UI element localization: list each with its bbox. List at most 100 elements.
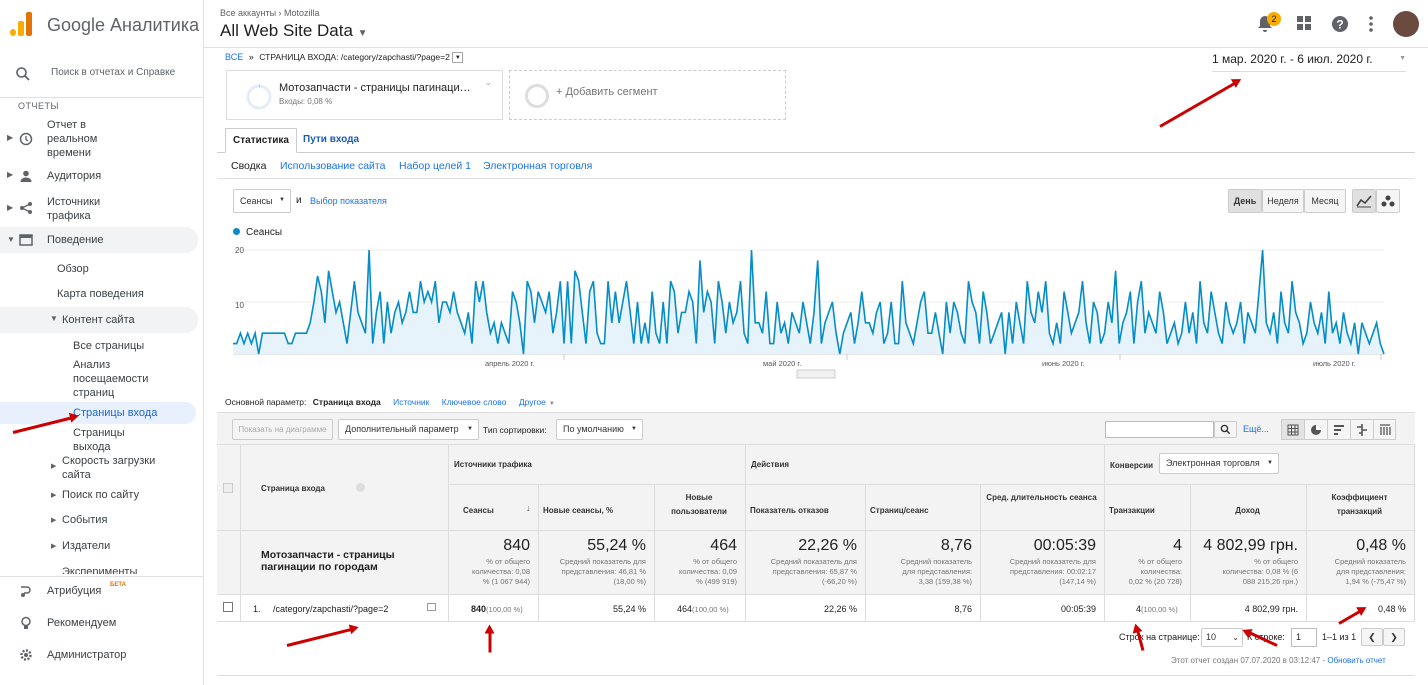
more-vert-icon[interactable] <box>1364 15 1378 33</box>
performance-view-icon[interactable] <box>1328 420 1351 439</box>
col-header-transactions[interactable]: Транзакции <box>1105 485 1191 531</box>
search-box[interactable]: Поиск в отчетах и Справке <box>0 58 204 90</box>
refresh-report-link[interactable]: Обновить отчет <box>1327 656 1386 665</box>
data-view-icon[interactable] <box>1282 420 1305 439</box>
breadcrumb-caret-icon[interactable]: ▼ <box>452 52 464 64</box>
sidebar-item-overview[interactable]: Обзор <box>57 263 89 275</box>
goto-row-input[interactable]: 1 <box>1291 628 1317 647</box>
lightbulb-icon <box>21 616 31 629</box>
segment-card[interactable]: Мотозапчасти - страницы пагинаци… Входы:… <box>226 70 503 120</box>
advanced-filter-link[interactable]: Ещё... <box>1243 424 1269 434</box>
segment-ring-icon <box>246 84 272 110</box>
col-header-ecommerce-rate[interactable]: Коэффициент транзакций <box>1307 485 1415 531</box>
conversion-type-select[interactable]: Электронная торговля ▼ <box>1159 453 1279 474</box>
table-filter-input[interactable] <box>1105 421 1214 438</box>
comparison-view-icon[interactable] <box>1351 420 1374 439</box>
sidebar-item-experiments[interactable]: Эксперименты <box>62 566 138 574</box>
col-header-landing-page[interactable]: Страница входа <box>261 484 325 493</box>
dim-other[interactable]: Другое <box>518 397 546 407</box>
dim-keyword[interactable]: Ключевое слово <box>441 397 507 407</box>
apps-grid-icon[interactable] <box>1296 15 1314 33</box>
sidebar-item-all-pages[interactable]: Все страницы <box>73 340 145 352</box>
pick-metric-link[interactable]: Выбор показателя <box>310 196 387 206</box>
col-header-new-sessions[interactable]: Новые сеансы, % <box>539 485 655 531</box>
caret-down-icon: ▼ <box>1399 55 1406 62</box>
sidebar-item-site-speed[interactable]: Скорость загрузки сайта <box>62 455 156 481</box>
sidebar-item-acquisition[interactable]: ▶ Источники трафика <box>7 196 101 222</box>
subtab-ecommerce[interactable]: Электронная торговля <box>483 160 593 172</box>
sidebar-item-site-content[interactable]: ▼ Контент сайта <box>0 307 198 333</box>
pivot-view-icon[interactable] <box>1374 420 1397 439</box>
view-selector[interactable]: All Web Site Data ▼ <box>220 21 368 41</box>
annotation-arrow <box>488 630 492 653</box>
col-header-bounce-rate[interactable]: Показатель отказов <box>746 485 866 531</box>
pie-view-icon[interactable] <box>1305 420 1328 439</box>
goto-row-label: К строке: <box>1247 632 1285 642</box>
sidebar: Google Аналитика Поиск в отчетах и Справ… <box>0 0 204 685</box>
metric-select[interactable]: Сеансы ▼ <box>233 189 291 213</box>
sidebar-item-behavior[interactable]: ▼ Поведение <box>0 227 198 253</box>
col-header-sessions[interactable]: Сеансы ↓ <box>449 485 539 531</box>
prev-page-icon[interactable]: ❮ <box>1361 628 1383 646</box>
sidebar-item-behavior-flow[interactable]: Карта поведения <box>57 288 144 300</box>
tab-explorer[interactable]: Статистика <box>225 128 297 153</box>
period-week-button[interactable]: Неделя <box>1262 189 1304 213</box>
period-day-button[interactable]: День <box>1228 189 1262 213</box>
table-search-icon[interactable] <box>1214 421 1237 438</box>
totals-new-sessions: 55,24 % Средний показатель для представле… <box>539 531 655 595</box>
sidebar-item-site-search[interactable]: Поиск по сайту <box>62 489 140 501</box>
sidebar-item-landing-pages[interactable]: Страницы входа <box>0 402 196 424</box>
sidebar-item-audience[interactable]: ▶ Аудитория <box>7 170 102 182</box>
line-chart-toggle-icon[interactable] <box>1352 189 1376 213</box>
segment-subtext: Входы: 0,08 % <box>279 97 333 106</box>
col-header-new-users[interactable]: Новые пользователи <box>655 485 746 531</box>
row-avg-session-duration: 00:05:39 <box>981 595 1105 622</box>
subtab-site-usage[interactable]: Использование сайта <box>280 160 386 172</box>
plot-rows-button[interactable]: Показать на диаграмме <box>232 419 333 440</box>
avatar[interactable] <box>1393 11 1419 37</box>
help-icon[interactable]: ? <box>1331 15 1349 33</box>
person-icon <box>20 170 32 182</box>
sidebar-item-discover[interactable]: Рекомендуем <box>0 614 198 632</box>
subtab-goal-set-1[interactable]: Набор целей 1 <box>399 160 472 172</box>
tab-entrance-paths[interactable]: Пути входа <box>303 134 360 145</box>
period-month-button[interactable]: Месяц <box>1304 189 1346 213</box>
report-created-text: Этот отчет создан 07.07.2020 в 03:12:47 … <box>1171 656 1326 665</box>
sidebar-item-landing-analysis[interactable]: Анализ посещаемости страниц <box>73 359 149 399</box>
subtab-summary[interactable]: Сводка <box>231 160 267 172</box>
totals-new-users: 464% от общего количества: 0,09 % (499 9… <box>655 531 746 595</box>
sidebar-item-attribution[interactable]: Атрибуция БЕТА <box>0 582 198 600</box>
totals-bounce-rate: 22,26 % Средний показатель для представле… <box>746 531 866 595</box>
sidebar-item-admin[interactable]: Администратор <box>0 646 198 664</box>
row-landing-page-link[interactable]: /category/zapchasti/?page=2 <box>273 604 389 614</box>
secondary-dimension-select[interactable]: Дополнительный параметр ▼ <box>338 419 479 440</box>
open-page-icon[interactable] <box>427 603 436 611</box>
dim-source[interactable]: Источник <box>393 397 430 407</box>
next-page-icon[interactable]: ❯ <box>1383 628 1405 646</box>
segment-caret-icon[interactable]: ⌄ <box>484 77 492 87</box>
row-checkbox[interactable] <box>223 602 233 612</box>
sidebar-item-events[interactable]: События <box>62 514 108 526</box>
search-input[interactable]: Поиск в отчетах и Справке <box>51 67 176 78</box>
sidebar-item-publishers[interactable]: Издатели <box>62 540 111 552</box>
sidebar-item-realtime[interactable]: ▶ Отчет в реальном времени <box>7 119 98 159</box>
account-breadcrumb[interactable]: Все аккаунты › Motozilla <box>220 8 320 18</box>
sessions-line <box>233 249 1385 355</box>
chart-resize-handle[interactable] <box>796 369 836 379</box>
col-header-avg-session-duration[interactable]: Сред. длительность сеанса <box>981 485 1105 531</box>
sort-type-select[interactable]: По умолчанию ▼ <box>556 419 643 440</box>
help-icon[interactable] <box>356 483 365 492</box>
breadcrumb-all-link[interactable]: ВСЕ <box>225 52 244 62</box>
col-header-pages-per-session[interactable]: Страниц/сеанс <box>866 485 981 531</box>
add-segment-button[interactable]: + Добавить сегмент <box>509 70 786 120</box>
and-label: и <box>296 195 302 206</box>
rows-per-page-select[interactable]: 10 ⌄ <box>1201 628 1243 647</box>
date-range-picker[interactable]: 1 мар. 2020 г. - 6 июл. 2020 г. ▼ <box>1212 52 1406 72</box>
dim-landing-page[interactable]: Страница входа <box>312 397 381 407</box>
sessions-chart: 20 10 апрель 2020 г. май 2020 г. июнь 20… <box>232 246 1385 379</box>
select-all-checkbox[interactable] <box>223 483 233 493</box>
sort-desc-icon[interactable]: ↓ <box>526 503 531 513</box>
col-header-revenue[interactable]: Доход <box>1191 485 1307 531</box>
motion-chart-toggle-icon[interactable] <box>1376 189 1400 213</box>
sidebar-item-exit-pages[interactable]: Страницы выхода <box>73 427 125 453</box>
